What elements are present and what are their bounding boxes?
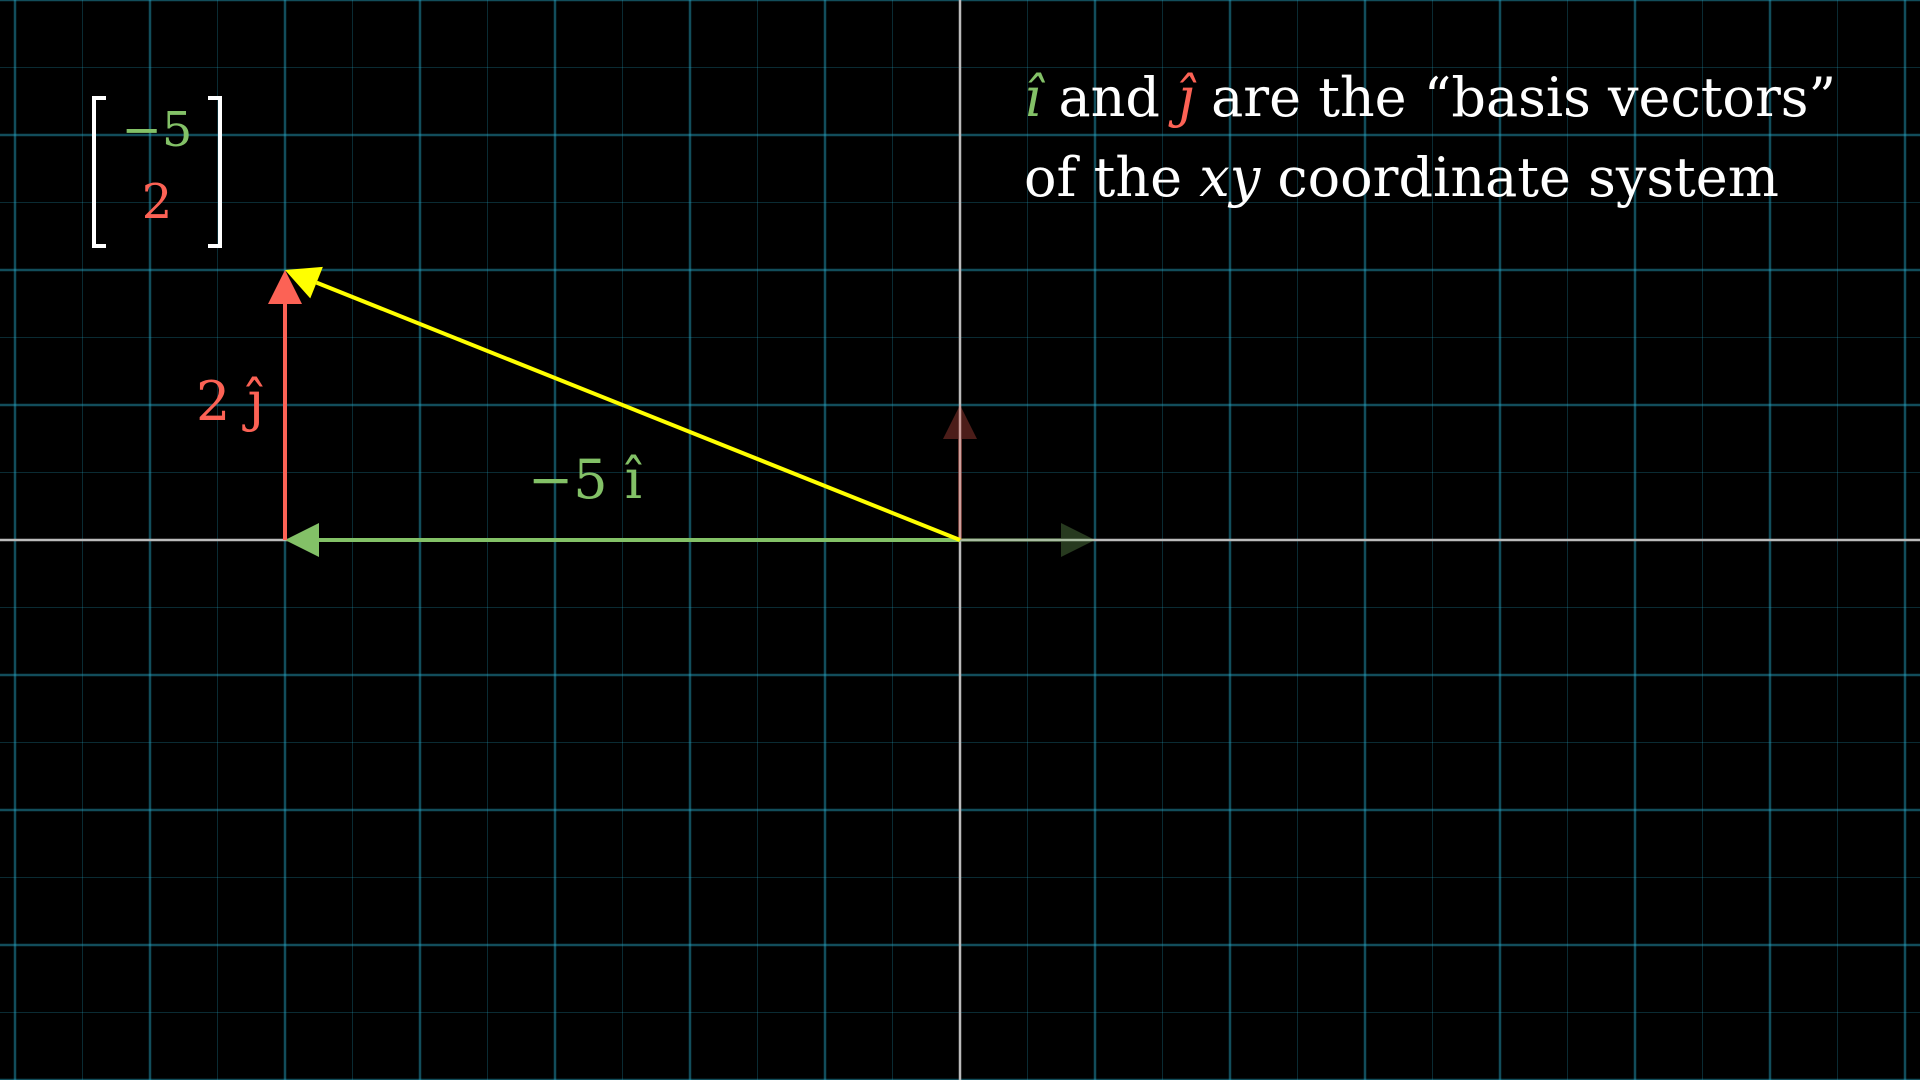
i-hat-symbol: î [1024, 66, 1042, 129]
scaled-j-arrow-tip [268, 270, 302, 304]
matrix-entry-x: −5 [121, 102, 193, 158]
left-bracket [92, 96, 106, 248]
caption: î and ĵ are the “basis vectors” of the x… [1024, 58, 1836, 218]
vector-arrow-shaft [315, 280, 961, 542]
j-hat-symbol: ĵ [1177, 66, 1194, 129]
scaled-j-arrow [268, 270, 302, 540]
basis-j-arrow [943, 405, 977, 540]
j-component-label: 2 ĵ [196, 370, 265, 433]
caption-prefix: of the [1024, 146, 1200, 209]
caption-and: and [1041, 66, 1178, 129]
basis-i-arrow [960, 523, 1095, 557]
caption-line-1: î and ĵ are the “basis vectors” [1024, 58, 1836, 138]
vectors [268, 266, 1095, 557]
matrix-entry-y: 2 [141, 174, 173, 230]
scaled-i-arrow-tip [285, 523, 319, 557]
right-bracket [208, 96, 222, 248]
basis-j-arrow-tip [943, 405, 977, 439]
caption-line-2: of the xy coordinate system [1024, 138, 1836, 218]
caption-basis-text: are the “basis vectors” [1193, 66, 1837, 129]
vector-arrow-tip [285, 266, 323, 299]
scaled-i-arrow [285, 523, 960, 557]
basis-i-arrow-tip [1061, 523, 1095, 557]
vector-arrow [285, 266, 961, 542]
caption-suffix: coordinate system [1260, 146, 1779, 209]
caption-xy: xy [1199, 146, 1261, 209]
i-component-label: −5 î [528, 448, 643, 511]
column-vector: −5 2 [92, 96, 222, 248]
